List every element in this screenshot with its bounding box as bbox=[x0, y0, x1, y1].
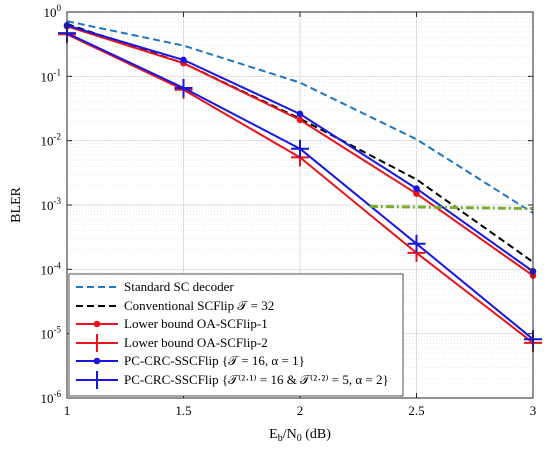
series-marker-4 bbox=[413, 185, 420, 192]
y-tick-label: 10-3 bbox=[41, 196, 62, 213]
x-tick-label: 2.5 bbox=[408, 403, 424, 418]
legend-sample-marker-5 bbox=[88, 371, 106, 389]
series-marker-2 bbox=[296, 116, 304, 124]
y-tick-labels: 100 10-1 10-2 10-3 10-4 10-5 10-6 bbox=[41, 3, 62, 406]
legend-label-oa1: Lower bound OA-SCFlip-1 bbox=[124, 316, 268, 331]
series-line-0 bbox=[66, 20, 534, 214]
series-marker-4 bbox=[296, 110, 304, 118]
y-tick-label: 10-2 bbox=[41, 132, 62, 149]
x-tick-label: 1.5 bbox=[175, 403, 191, 418]
x-tick-label: 3 bbox=[530, 403, 537, 418]
series-marker-5 bbox=[407, 234, 426, 253]
legend-samples bbox=[76, 286, 118, 389]
legend-sample-marker-4 bbox=[93, 357, 101, 365]
threshold-line bbox=[369, 204, 534, 211]
y-tick-label: 100 bbox=[44, 3, 62, 20]
legend-sample-marker-2 bbox=[93, 320, 101, 328]
x-tick-label: 1 bbox=[64, 403, 71, 418]
x-tick-label: 2 bbox=[297, 403, 304, 418]
legend-label-pc2: PC-CRC-SSCFlip {𝒯⁽²·¹⁾ = 16 & 𝒯⁽²·²⁾ = 5… bbox=[124, 372, 389, 387]
legend-label-pc1: PC-CRC-SSCFlip {𝒯 = 16, α = 1} bbox=[124, 353, 305, 368]
x-axis-title: Eb/N0 (dB) bbox=[269, 427, 331, 444]
legend-box bbox=[68, 273, 404, 397]
series-marker-4 bbox=[180, 56, 187, 64]
legend: Standard SC decoder Conventional SCFlip … bbox=[68, 273, 404, 397]
series-marker-5 bbox=[174, 78, 193, 97]
y-tick-label: 10-4 bbox=[41, 260, 62, 277]
legend-label-conventional: Conventional SCFlip 𝒯 = 32 bbox=[124, 298, 274, 313]
x-tick-labels: 1 1.5 2 2.5 3 bbox=[64, 403, 537, 418]
y-tick-label: 10-1 bbox=[41, 67, 62, 84]
legend-sample-marker-3 bbox=[88, 334, 106, 352]
series-layer bbox=[58, 20, 542, 352]
legend-label-oa2: Lower bound OA-SCFlip-2 bbox=[124, 335, 268, 350]
legend-label-sc: Standard SC decoder bbox=[124, 279, 234, 294]
y-axis-title: BLER bbox=[9, 186, 24, 222]
y-tick-label: 10-6 bbox=[41, 389, 62, 406]
series-marker-5 bbox=[291, 139, 309, 158]
y-tick-label: 10-5 bbox=[41, 325, 62, 342]
